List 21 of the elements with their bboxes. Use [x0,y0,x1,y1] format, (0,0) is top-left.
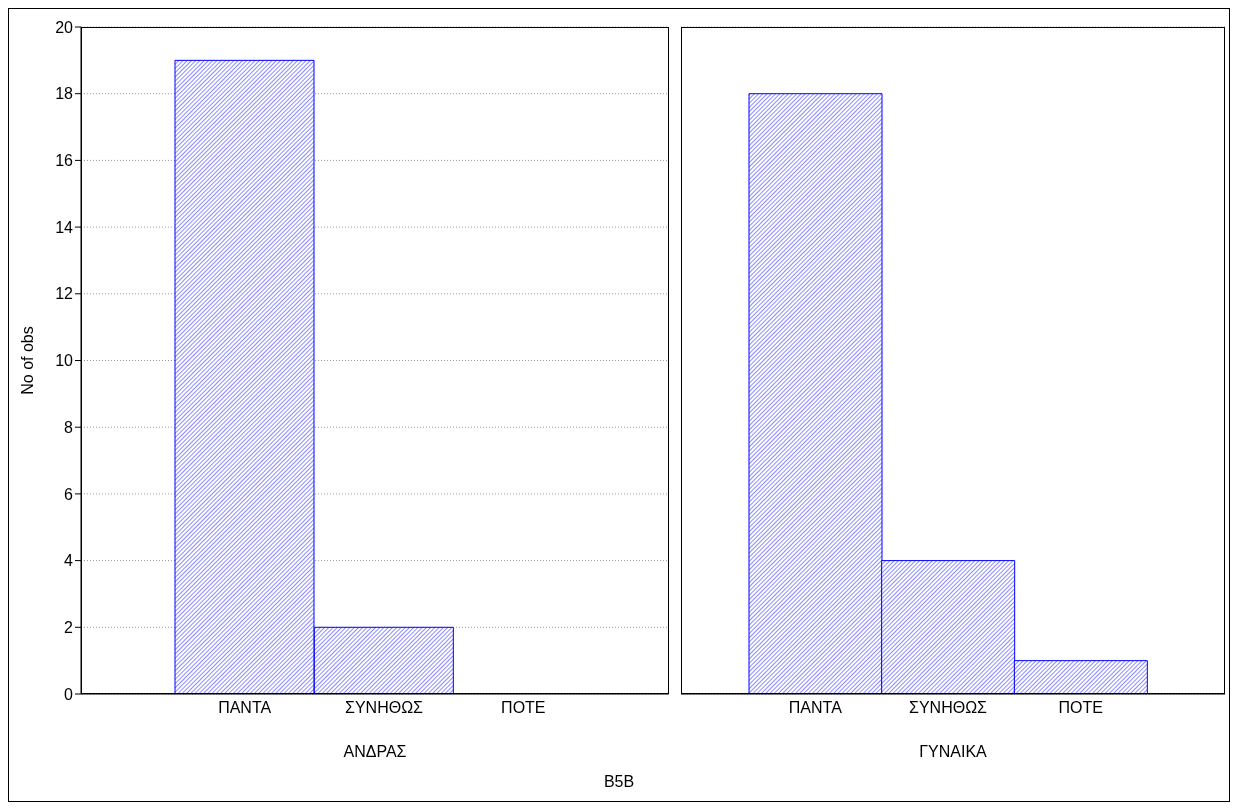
y-tick-label: 20 [55,18,74,36]
y-tick-label: 8 [64,418,74,436]
x-axis-title: ΑΝΔΡΑΣ [343,743,407,760]
y-tick-label: 2 [64,618,74,636]
x-axis-title: ΓΥΝΑΙΚΑ [919,743,988,760]
y-tick-label: 6 [64,485,74,503]
y-tick-label: 4 [64,552,74,570]
y-tick-label: 18 [55,85,74,103]
x-tick-label: ΠΑΝΤΑ [788,699,843,717]
y-tick-label: 16 [55,152,74,170]
x-tick-label: ΠΑΝΤΑ [218,699,272,717]
y-tick-label: 12 [55,285,74,303]
x-tick-label: ΠΟΤΕ [501,699,546,717]
y-tick-label: 0 [64,685,74,703]
text: B5B [602,773,636,791]
y-tick-label: 10 [55,352,74,370]
x-tick-label: ΣΥΝΗΘΩΣ [909,699,988,717]
x-tick-label: ΠΟΤΕ [1058,699,1103,717]
y-axis-title: No of obs [18,326,36,395]
x-tick-label: ΣΥΝΗΘΩΣ [345,699,424,717]
y-tick-label: 14 [55,218,74,236]
